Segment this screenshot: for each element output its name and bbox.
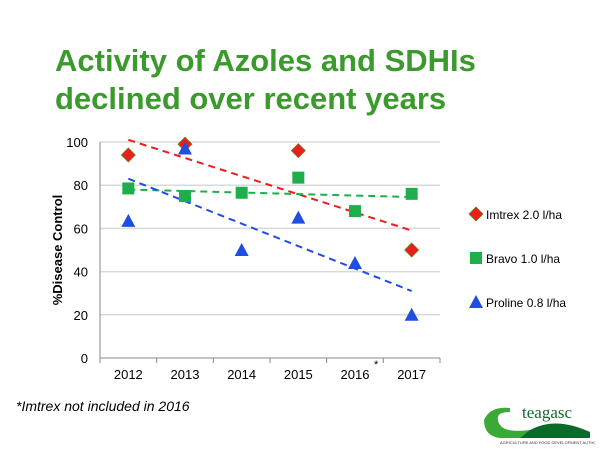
y-tick-label: 20 xyxy=(74,308,88,323)
x-tick-label: 2013 xyxy=(171,367,200,382)
trendline-1 xyxy=(128,188,412,199)
chart: 0 20 40 60 80 100 2012 2013 2014 2015 2016 * 2017 %Di… xyxy=(50,135,566,382)
data-point xyxy=(178,141,192,155)
footnote: *Imtrex not included in 2016 xyxy=(16,398,190,414)
x-tick-label: 2017 xyxy=(397,367,426,382)
legend-label: Bravo 1.0 l/ha xyxy=(486,252,560,266)
data-point xyxy=(290,143,306,159)
data-point xyxy=(179,190,191,202)
data-point xyxy=(122,182,135,195)
data-point xyxy=(404,307,419,321)
teagasc-logo: teagasc AGRICULTURE AND FOOD DEVELOPMENT… xyxy=(484,403,595,445)
data-point xyxy=(121,213,136,227)
data-point xyxy=(404,242,420,258)
y-tick-label: 40 xyxy=(74,265,88,280)
data-point xyxy=(348,255,362,269)
data-point xyxy=(292,171,305,184)
legend-marker xyxy=(468,206,484,222)
slide-title: Activity of Azoles and SDHIs declined ov… xyxy=(55,43,476,116)
data-point xyxy=(120,147,136,163)
y-tick-label: 60 xyxy=(74,221,88,236)
trendline-0 xyxy=(128,138,412,232)
x-tick-annotation: * xyxy=(374,359,379,371)
x-tick-label: 2012 xyxy=(114,367,143,382)
y-tick-label: 100 xyxy=(66,135,88,150)
svg-text:teagasc: teagasc xyxy=(522,403,572,422)
legend-label: Imtrex 2.0 l/ha xyxy=(486,208,562,222)
trendline-2 xyxy=(127,177,413,292)
legend-marker xyxy=(470,252,482,264)
x-tick-label: 2014 xyxy=(227,367,256,382)
x-tick-label: 2016 xyxy=(341,367,370,382)
y-tick-label: 0 xyxy=(81,351,88,366)
y-axis-label: %Disease Control xyxy=(50,195,65,306)
data-point xyxy=(235,186,248,199)
data-point xyxy=(405,187,418,200)
x-tick-label: 2015 xyxy=(284,367,313,382)
legend-label: Proline 0.8 l/ha xyxy=(486,296,566,310)
y-tick-label: 80 xyxy=(74,178,88,193)
data-point xyxy=(291,210,306,224)
data-point xyxy=(234,243,249,256)
data-point xyxy=(349,205,361,218)
legend-marker xyxy=(469,295,483,308)
svg-text:AGRICULTURE AND FOOD DEVELOPME: AGRICULTURE AND FOOD DEVELOPMENT AUTHORI… xyxy=(500,440,595,445)
